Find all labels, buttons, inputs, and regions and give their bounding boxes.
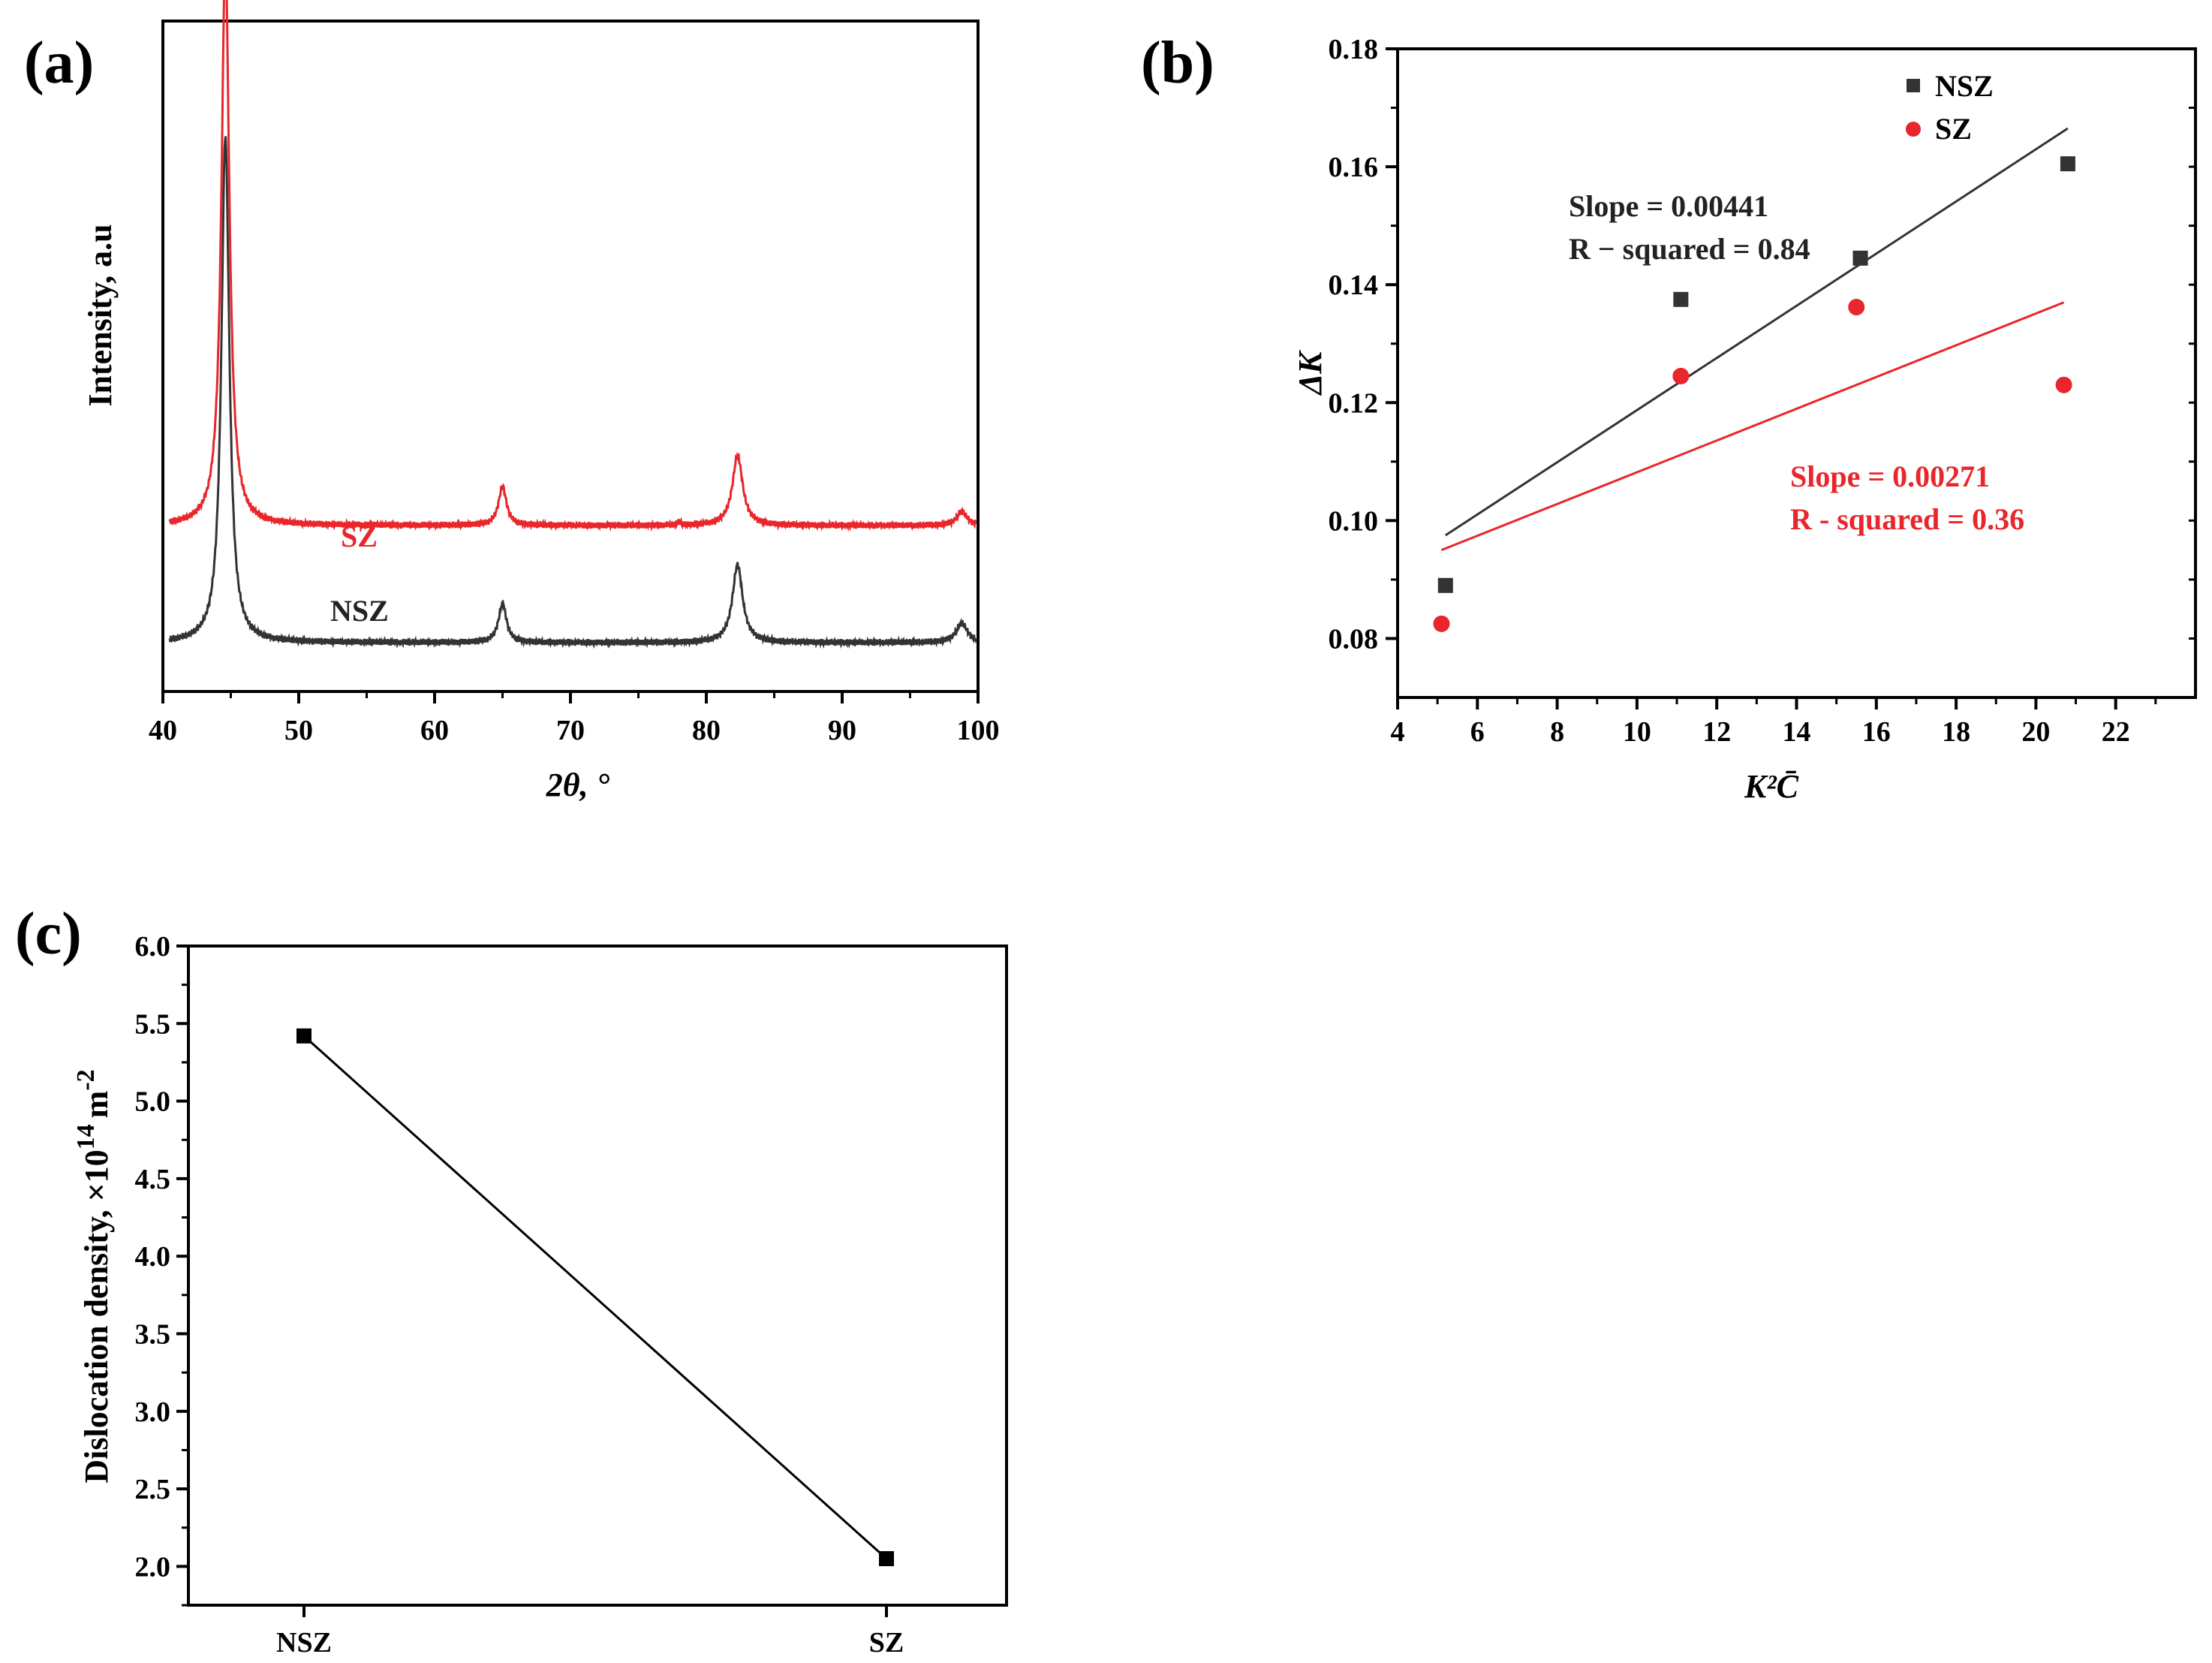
panel-c-series <box>296 1028 894 1567</box>
panel-a-x-ticks: 40 50 60 70 80 90 100 <box>149 691 1000 746</box>
series-line-sz <box>168 0 977 532</box>
data-point-sz <box>879 1551 894 1567</box>
y-title-unit: m <box>78 1091 115 1119</box>
fit-line-nsz <box>1444 127 2069 537</box>
y-tick-label: 0.18 <box>1329 34 1379 65</box>
panel-a-y-axis-title: Intensity, a.u <box>82 224 119 406</box>
data-point-nsz <box>1852 250 1868 266</box>
y-tick-label: 5.0 <box>135 1086 171 1118</box>
panel-b-y-axis-title: ΔK <box>1292 350 1329 396</box>
x-tick-label: 12 <box>1702 716 1731 748</box>
data-point-nsz <box>1437 577 1453 593</box>
y-tick-label: 2.5 <box>135 1474 171 1505</box>
legend-marker-sz <box>1906 122 1921 137</box>
y-tick-label: 3.5 <box>135 1318 171 1350</box>
x-tick-label: 100 <box>957 715 1000 746</box>
series-line-nsz <box>168 136 977 649</box>
x-tick-label: 20 <box>2021 716 2050 748</box>
x-tick-label: 22 <box>2102 716 2130 748</box>
panel-b-ticks: 4 6 8 10 12 14 16 18 20 22 0.08 0.10 0.12 0.14 0.16 0.1… <box>1329 34 2195 748</box>
series-label-nsz: NSZ <box>330 594 389 628</box>
y-tick-label: 4.5 <box>135 1164 171 1195</box>
panel-c-y-axis-title: Dislocation density, ×1014 m-2 <box>72 1069 115 1483</box>
legend-marker-nsz <box>1907 79 1920 92</box>
legend-label-sz: SZ <box>1935 112 1972 146</box>
data-point-sz <box>2055 376 2072 393</box>
panel-c: (c) 2.0 2.5 3.0 3.5 4.0 4.5 5.0 5.5 6.0 NSZ SZ Dis… <box>15 901 1008 1658</box>
y-tick-label: 6.0 <box>135 931 171 963</box>
sz-slope-annotation: Slope = 0.00271 <box>1790 459 1990 493</box>
fit-line-sz <box>1440 301 2065 552</box>
y-tick-label: 0.16 <box>1329 152 1379 183</box>
panel-b-legend: NSZ SZ <box>1906 69 1994 146</box>
x-tick-label: NSZ <box>276 1627 332 1658</box>
y-tick-label: 0.14 <box>1329 270 1379 301</box>
x-tick-label: 80 <box>692 715 721 746</box>
panel-a-series <box>168 0 977 649</box>
panel-b: (b) 4 6 8 10 12 14 16 18 20 22 0.08 0.10 0.12 0.14 0.1… <box>1141 30 2197 805</box>
x-tick-label: 10 <box>1623 716 1651 748</box>
data-point-nsz <box>2060 156 2075 172</box>
y-title-exponent: 14 <box>72 1124 100 1149</box>
y-tick-label: 0.12 <box>1329 387 1379 419</box>
y-title-main: Dislocation density, ×10 <box>78 1149 115 1483</box>
x-tick-label: 50 <box>284 715 313 746</box>
y-tick-label: 3.0 <box>135 1396 171 1428</box>
data-point-sz <box>1433 615 1450 632</box>
legend-label-nsz: NSZ <box>1935 69 1994 103</box>
x-tick-label: 8 <box>1550 716 1564 748</box>
x-tick-label: 60 <box>420 715 449 746</box>
panel-c-ticks: 2.0 2.5 3.0 3.5 4.0 4.5 5.0 5.5 6.0 NSZ SZ <box>135 931 904 1658</box>
y-tick-label: 0.10 <box>1329 505 1379 537</box>
x-tick-label: 14 <box>1783 716 1811 748</box>
x-tick-label: SZ <box>869 1627 904 1658</box>
y-tick-label: 0.08 <box>1329 623 1379 655</box>
nsz-rsquared-annotation: R − squared = 0.84 <box>1569 232 1810 266</box>
panel-a-plot-frame <box>161 20 980 693</box>
y-tick-label: 4.0 <box>135 1241 171 1273</box>
panel-b-series <box>1433 127 2075 632</box>
panel-c-plot-frame <box>187 944 1008 1607</box>
y-title-unit-exponent: -2 <box>72 1069 100 1090</box>
data-point-nsz <box>1673 291 1689 307</box>
data-point-sz <box>1672 367 1690 384</box>
x-tick-label: 6 <box>1470 716 1485 748</box>
panel-a: (a) 40 50 60 70 80 90 100 SZ NSZ 2θ, ° Intensi… <box>24 0 1000 803</box>
x-tick-label: 18 <box>1942 716 1970 748</box>
x-tick-label: 40 <box>149 715 177 746</box>
x-tick-label: 70 <box>556 715 585 746</box>
panel-a-x-axis-title: 2θ, ° <box>546 767 610 803</box>
x-tick-label: 16 <box>1862 716 1891 748</box>
panel-b-x-axis-title: K²C̄ <box>1744 768 1799 805</box>
x-tick-label: 4 <box>1391 716 1405 748</box>
panel-c-label: (c) <box>15 901 82 967</box>
nsz-slope-annotation: Slope = 0.00441 <box>1569 189 1768 223</box>
panel-a-label: (a) <box>24 30 94 96</box>
y-tick-label: 2.0 <box>135 1551 171 1583</box>
y-tick-label: 5.5 <box>135 1008 171 1040</box>
panel-b-plot-frame <box>1396 47 2197 699</box>
series-label-sz: SZ <box>341 520 378 553</box>
series-line <box>302 1035 888 1560</box>
sz-rsquared-annotation: R - squared = 0.36 <box>1790 502 2024 536</box>
data-point-sz <box>1848 299 1865 316</box>
panel-b-label: (b) <box>1141 30 1214 96</box>
data-point-nsz <box>296 1028 311 1044</box>
x-tick-label: 90 <box>828 715 856 746</box>
